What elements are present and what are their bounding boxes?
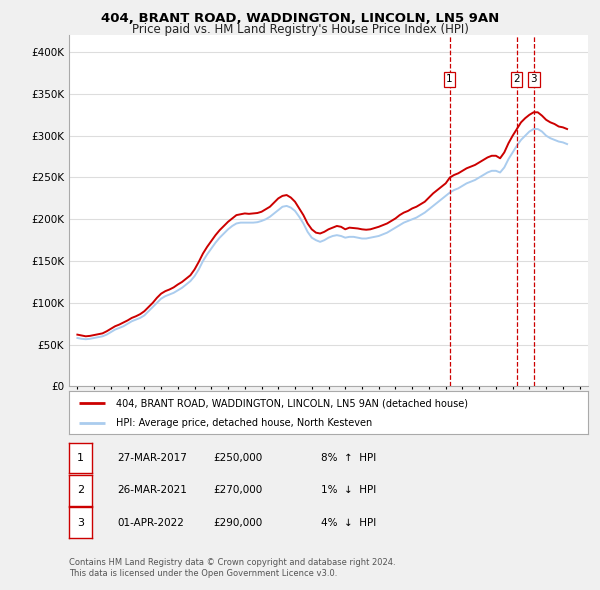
Text: 2: 2 (77, 486, 84, 495)
Text: 4%  ↓  HPI: 4% ↓ HPI (321, 518, 376, 527)
Text: Contains HM Land Registry data © Crown copyright and database right 2024.: Contains HM Land Registry data © Crown c… (69, 558, 395, 568)
Text: £290,000: £290,000 (213, 518, 262, 527)
Text: HPI: Average price, detached house, North Kesteven: HPI: Average price, detached house, Nort… (116, 418, 372, 428)
Text: 2: 2 (513, 74, 520, 84)
Text: 1: 1 (77, 453, 84, 463)
Text: 8%  ↑  HPI: 8% ↑ HPI (321, 453, 376, 463)
Text: 27-MAR-2017: 27-MAR-2017 (117, 453, 187, 463)
Text: 26-MAR-2021: 26-MAR-2021 (117, 486, 187, 495)
Text: 3: 3 (77, 518, 84, 527)
Text: This data is licensed under the Open Government Licence v3.0.: This data is licensed under the Open Gov… (69, 569, 337, 578)
Text: £250,000: £250,000 (213, 453, 262, 463)
Text: 1: 1 (446, 74, 453, 84)
Text: 1%  ↓  HPI: 1% ↓ HPI (321, 486, 376, 495)
Text: Price paid vs. HM Land Registry's House Price Index (HPI): Price paid vs. HM Land Registry's House … (131, 23, 469, 36)
Text: 01-APR-2022: 01-APR-2022 (117, 518, 184, 527)
Text: 404, BRANT ROAD, WADDINGTON, LINCOLN, LN5 9AN: 404, BRANT ROAD, WADDINGTON, LINCOLN, LN… (101, 12, 499, 25)
Text: 404, BRANT ROAD, WADDINGTON, LINCOLN, LN5 9AN (detached house): 404, BRANT ROAD, WADDINGTON, LINCOLN, LN… (116, 398, 468, 408)
Text: 3: 3 (530, 74, 537, 84)
Text: £270,000: £270,000 (213, 486, 262, 495)
